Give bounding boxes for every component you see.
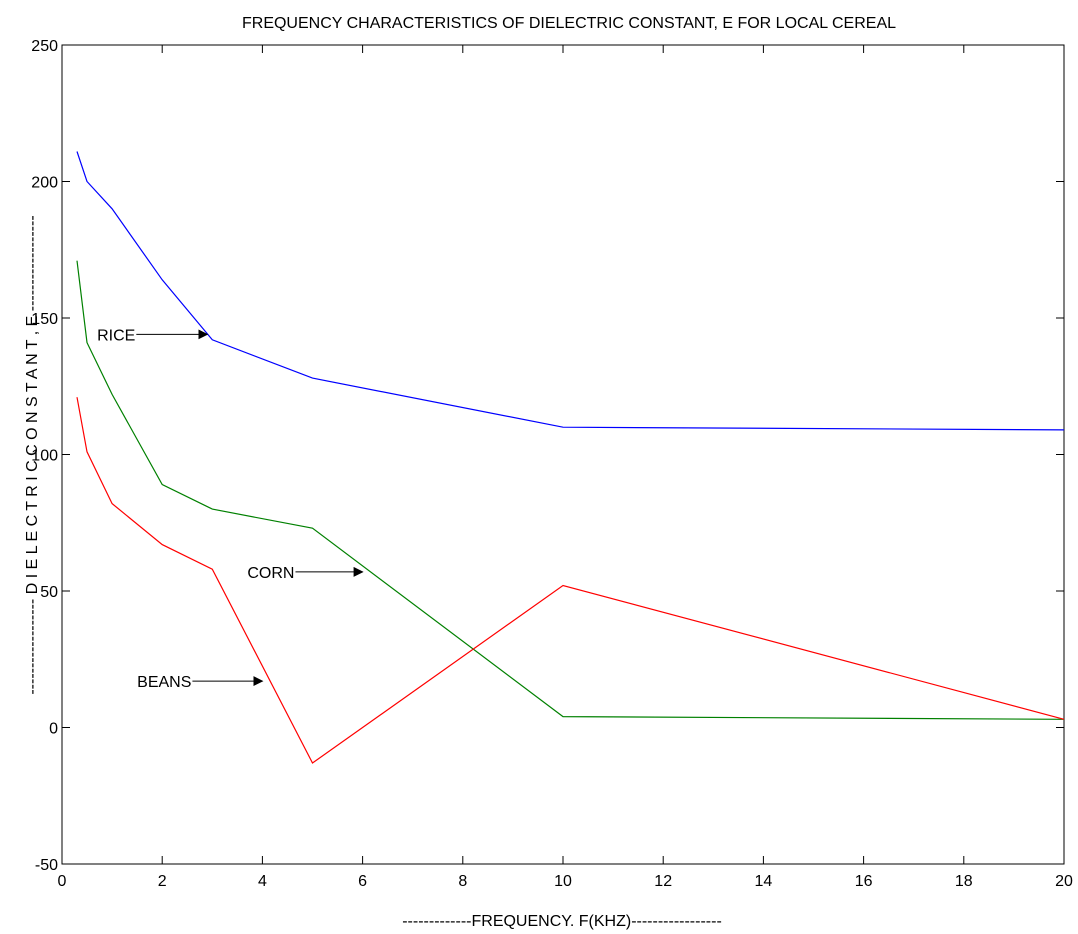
x-tick-label: 14 [755, 873, 773, 890]
y-tick-label: -50 [35, 857, 58, 874]
y-tick-label: 250 [31, 38, 58, 55]
series-line-corn [76, 260, 1065, 720]
x-tick-label: 20 [1055, 873, 1073, 890]
x-axis-label: -------------FREQUENCY. F(KHZ)----------… [402, 913, 722, 930]
x-tick-label: 8 [458, 873, 467, 890]
x-tick-label: 10 [554, 873, 572, 890]
series-line-beans [76, 397, 1065, 764]
y-tick-label: 200 [31, 175, 58, 192]
x-tick-label: 0 [58, 873, 67, 890]
y-axis-label: ------------------ D I E L E C T R I C C… [24, 215, 41, 694]
annotation-label-corn: CORN [247, 565, 294, 582]
x-tick-label: 4 [258, 873, 267, 890]
x-tick-label: 16 [855, 873, 873, 890]
annotation-label-rice: RICE [97, 327, 135, 344]
y-tick-label: 0 [49, 721, 58, 738]
x-tick-label: 18 [955, 873, 973, 890]
annotation-label-beans: BEANS [137, 674, 191, 691]
x-tick-label: 6 [358, 873, 367, 890]
chart-title: FREQUENCY CHARACTERISTICS OF DIELECTRIC … [242, 15, 896, 32]
plot-frame [61, 44, 1065, 865]
x-tick-label: 2 [158, 873, 167, 890]
series-line-rice [76, 151, 1065, 431]
y-tick-label: 50 [40, 584, 58, 601]
x-tick-label: 12 [654, 873, 672, 890]
plot-area: 0 2 4 6 8 10 12 14 16 18 20-50050100150200250RICEC… [31, 38, 1073, 890]
y-tick-label: 150 [31, 311, 58, 328]
y-tick-label: 100 [31, 448, 58, 465]
